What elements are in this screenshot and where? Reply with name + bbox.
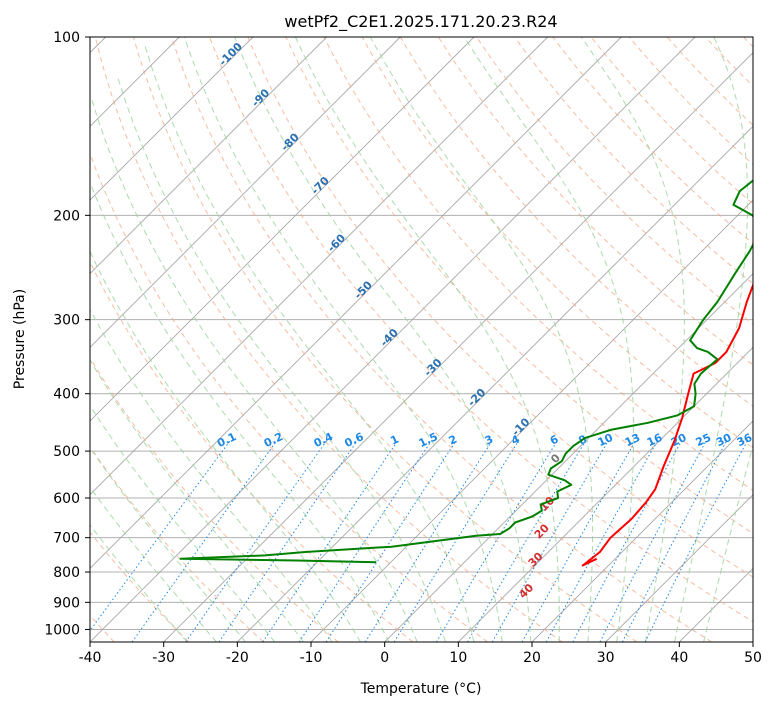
y-tick-label: 300 <box>53 313 80 329</box>
isotherm-10 <box>458 346 753 642</box>
dry-adiabat--30 <box>90 531 190 642</box>
dry-adiabat-110 <box>437 37 753 366</box>
background-lines <box>90 37 753 642</box>
dry-adiabat--10 <box>90 356 339 642</box>
mixing-ratio-label: 36 <box>735 431 755 449</box>
y-tick-label: 1000 <box>44 622 80 638</box>
moist-adiabat--10 <box>90 308 333 642</box>
mixing-ratio-line-0.4 <box>185 440 328 642</box>
x-tick-label: 10 <box>449 650 467 666</box>
mixing-ratio-line-0.1 <box>90 440 231 632</box>
x-tick-label: 30 <box>597 650 615 666</box>
dry-adiabat-90 <box>361 37 753 449</box>
x-tick-label: -10 <box>300 650 323 666</box>
moist-adiabat-22 <box>294 37 560 642</box>
mixing-ratio-line-4 <box>393 440 520 642</box>
moist-adiabat--22 <box>90 446 247 642</box>
mixing-ratio-label: 10 <box>596 431 616 449</box>
isotherm-20 <box>531 420 753 642</box>
y-axis-title: Pressure (hPa) <box>12 289 28 389</box>
series-layer <box>179 179 753 567</box>
moist-adiabat-2 <box>91 99 418 642</box>
y-tick-label: 800 <box>53 565 80 581</box>
temperature-profile <box>581 282 753 567</box>
chart-title: wetPf2_C2E1.2025.171.20.23.R24 <box>284 12 557 32</box>
dry-adiabat-80 <box>323 37 753 491</box>
isotherm--100 <box>90 37 254 201</box>
dry-adiabat-30 <box>132 37 638 642</box>
x-tick-label: 50 <box>744 650 762 666</box>
moist-adiabat--14 <box>90 359 304 642</box>
moist-adiabat-42 <box>703 442 753 642</box>
mixing-ratio-line-36 <box>644 440 748 642</box>
isotherm-30 <box>605 494 753 642</box>
isotherm--50 <box>90 37 622 569</box>
dry-adiabat-70 <box>285 37 753 535</box>
y-tick-label: 900 <box>53 595 80 611</box>
mixing-ratio-line-1 <box>262 440 399 642</box>
mixing-ratio-line-8 <box>467 440 587 642</box>
isotherm--60 <box>90 37 548 496</box>
mixing-ratio-line-25 <box>599 440 707 642</box>
dry-adiabat-60 <box>247 37 753 578</box>
isotherm--20 <box>237 125 753 642</box>
axis-ticks: -40 -30 -20 -10 0 10 20 30 40 50 100 200 300 400 500 60… <box>44 30 762 666</box>
y-tick-label: 400 <box>53 387 80 403</box>
mixing-ratio-line-0.2 <box>131 440 278 642</box>
x-tick-label: -30 <box>152 650 175 666</box>
mixing-ratio-label: 30 <box>714 431 734 449</box>
x-tick-label: 0 <box>380 650 389 666</box>
isotherm--30 <box>163 52 753 642</box>
mixing-ratio-label: 25 <box>694 431 713 449</box>
y-tick-label: 100 <box>53 30 80 46</box>
mixing-ratio-line-13 <box>521 440 637 642</box>
dewpoint-profile <box>179 179 753 564</box>
moist-adiabat--18 <box>90 404 275 642</box>
isotherm-0 <box>384 273 753 642</box>
mixing-ratio-line-1.5 <box>298 440 432 642</box>
mixing-ratio-line-0.6 <box>218 440 358 642</box>
x-axis-title: Temperature (°C) <box>360 681 482 697</box>
moist-adiabat-38 <box>674 37 749 642</box>
x-tick-label: 40 <box>670 650 688 666</box>
dry-adiabat-0 <box>90 260 414 642</box>
x-tick-label: -40 <box>79 650 102 666</box>
mixing-ratio-line-6 <box>435 440 558 642</box>
moist-adiabat--2 <box>90 181 390 642</box>
mixing-ratio-line-30 <box>621 440 728 642</box>
mixing-ratio-line-10 <box>491 440 609 642</box>
moist-adiabat--30 <box>90 524 188 642</box>
x-tick-label: 20 <box>523 650 541 666</box>
moist-adiabat--6 <box>90 250 361 642</box>
moist-adiabat-26 <box>369 37 594 642</box>
mixing-ratio-label: 13 <box>623 431 642 449</box>
y-tick-label: 700 <box>53 531 80 547</box>
plot-frame <box>89 36 754 643</box>
isotherm--80 <box>90 37 401 348</box>
y-tick-label: 200 <box>53 208 80 224</box>
moist-adiabat-34 <box>580 37 685 642</box>
moist-adiabat-14 <box>183 37 503 642</box>
moist-adiabat-18 <box>234 37 532 642</box>
mixing-ratio-label: 16 <box>645 431 665 449</box>
y-tick-label: 500 <box>53 444 80 460</box>
moist-adiabat-10 <box>144 45 475 642</box>
y-tick-label: 600 <box>53 491 80 507</box>
dry-adiabat-100 <box>399 37 753 407</box>
x-tick-label: -20 <box>226 650 249 666</box>
mixing-ratio-label: 20 <box>669 431 689 449</box>
moist-adiabat-30 <box>463 37 635 642</box>
dry-adiabat-50 <box>209 37 753 623</box>
